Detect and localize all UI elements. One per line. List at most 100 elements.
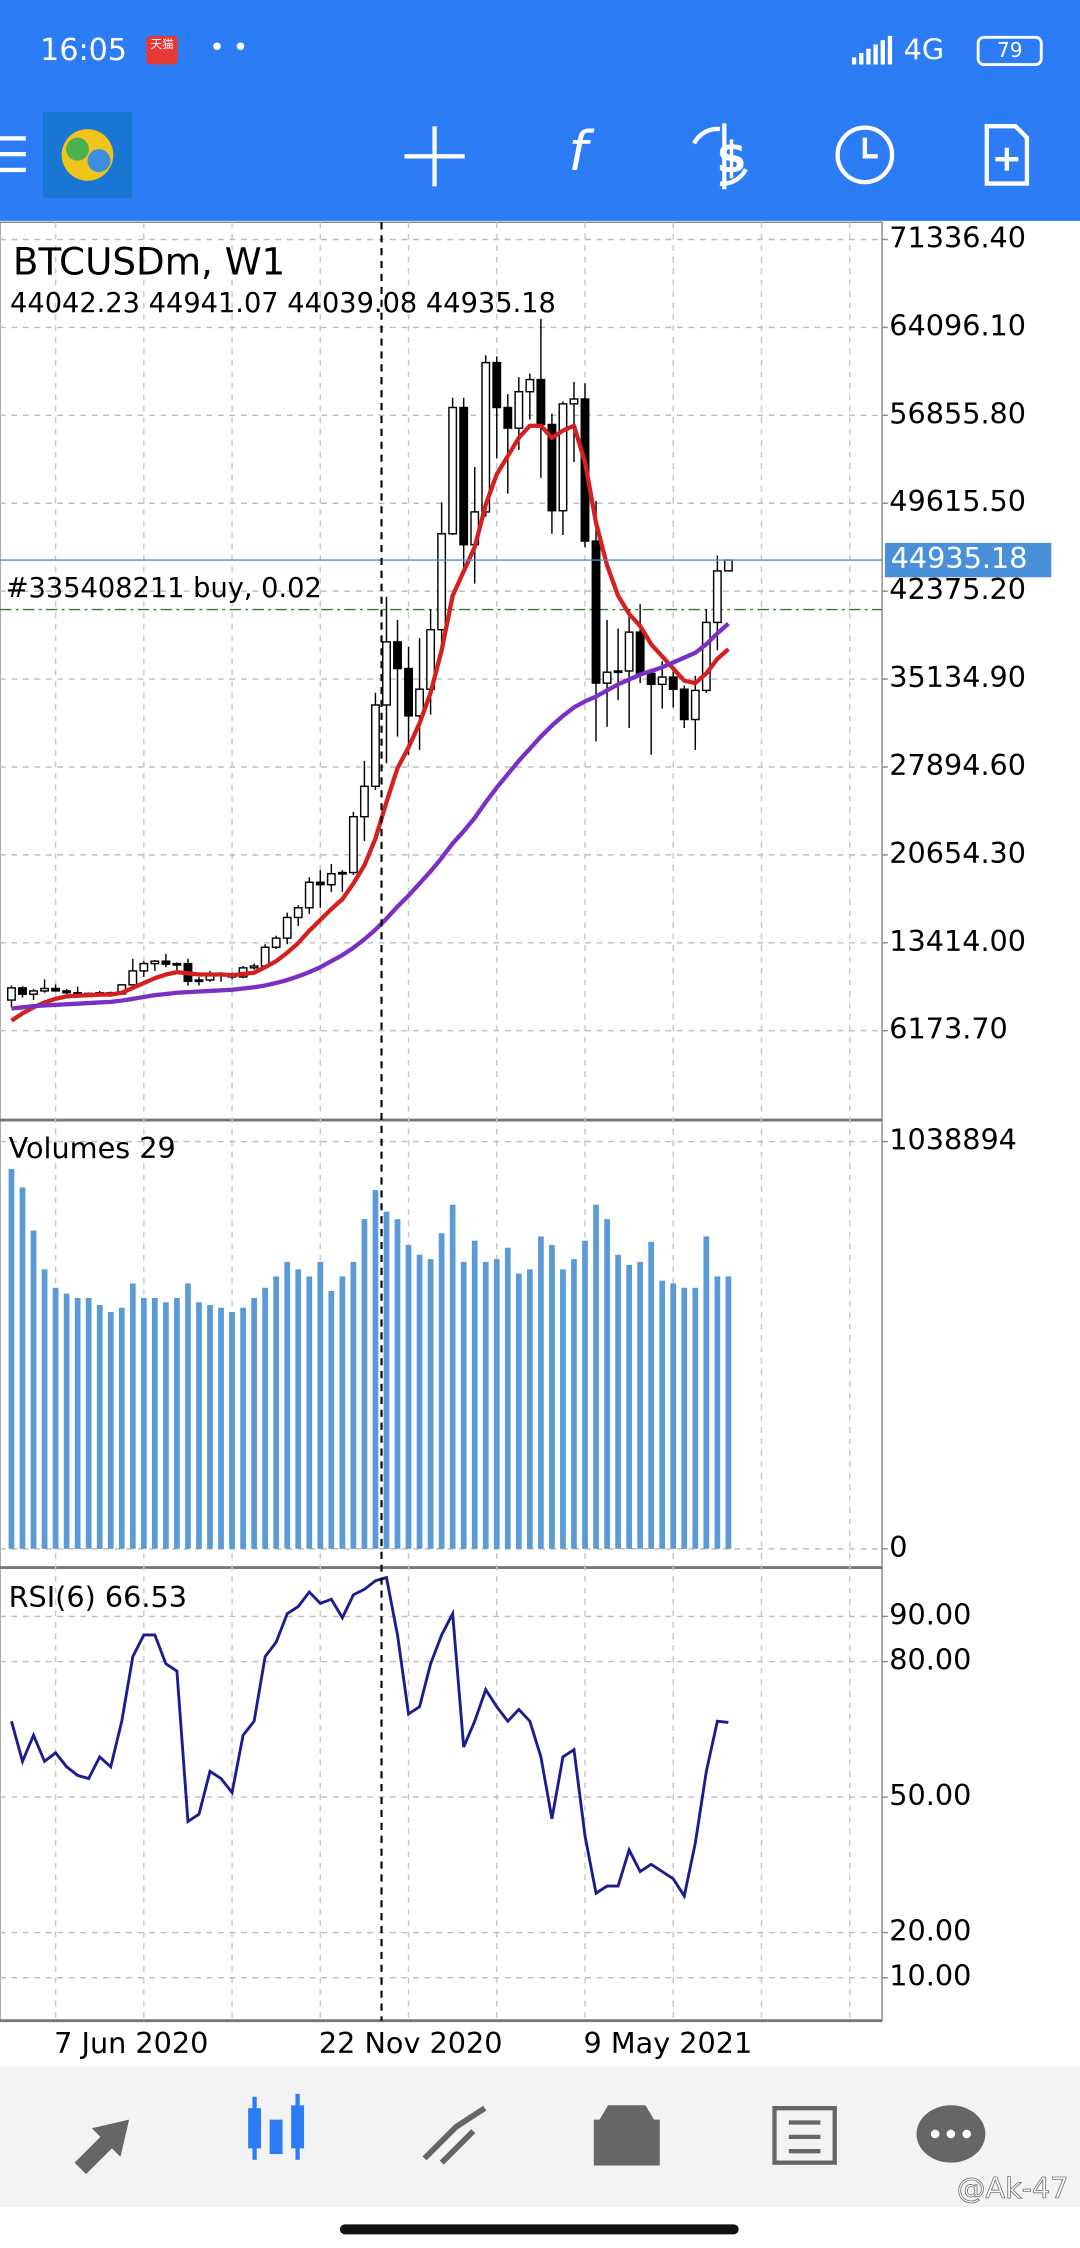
volume-bar bbox=[438, 1233, 445, 1549]
watermark: @Ak-47 bbox=[957, 2171, 1069, 2205]
candle-body bbox=[18, 987, 27, 995]
x-tick-label: 7 Jun 2020 bbox=[54, 2026, 208, 2060]
volume-bar bbox=[74, 1297, 81, 1549]
volume-bar bbox=[96, 1304, 103, 1549]
nav-quotes[interactable] bbox=[74, 2119, 130, 2175]
volume-bar bbox=[350, 1261, 357, 1549]
order-label: #335408211 buy, 0.02 bbox=[6, 573, 322, 604]
volume-bar bbox=[306, 1276, 313, 1549]
volume-bar bbox=[151, 1297, 158, 1549]
nav-chat[interactable] bbox=[916, 2105, 986, 2163]
candle-body bbox=[315, 881, 325, 886]
y-tick-label: 64096.10 bbox=[889, 308, 1026, 342]
price-label-bg bbox=[884, 542, 1052, 578]
nav-chart[interactable] bbox=[248, 2093, 305, 2160]
menu-button[interactable] bbox=[0, 136, 26, 173]
status-network: 4G bbox=[904, 33, 944, 67]
trade-button[interactable] bbox=[692, 123, 748, 190]
new-order-button[interactable] bbox=[984, 124, 1030, 186]
volume-bar bbox=[30, 1230, 37, 1549]
candle-body bbox=[249, 965, 259, 969]
volume-bar bbox=[339, 1276, 346, 1549]
volume-bar bbox=[670, 1283, 677, 1549]
nav-history[interactable] bbox=[593, 2105, 660, 2166]
volume-bar bbox=[626, 1265, 632, 1549]
volume-bar bbox=[240, 1307, 246, 1549]
volume-bar bbox=[604, 1219, 610, 1549]
volume-bar bbox=[504, 1247, 511, 1549]
volume-title: Volumes 29 bbox=[9, 1131, 176, 1165]
y-tick-label: 27894.60 bbox=[889, 748, 1026, 782]
volume-bar bbox=[394, 1219, 401, 1549]
status-badge-bg bbox=[146, 35, 178, 65]
y-tick-label: 0 bbox=[889, 1530, 907, 1564]
candle-body bbox=[525, 378, 535, 393]
candle-body bbox=[690, 689, 700, 721]
app-logo[interactable] bbox=[43, 111, 132, 198]
volume-bar bbox=[284, 1261, 291, 1549]
candle-body bbox=[282, 916, 292, 939]
candle-body bbox=[624, 631, 634, 672]
candle-body bbox=[569, 398, 579, 405]
candle-body bbox=[194, 979, 204, 983]
volume-bar bbox=[52, 1287, 59, 1549]
rsi-name: RSI(6) bbox=[9, 1580, 96, 1614]
volume-bar bbox=[273, 1276, 280, 1549]
volume-bar bbox=[163, 1302, 169, 1549]
nav-news[interactable] bbox=[772, 2106, 837, 2165]
volume-bar bbox=[107, 1312, 114, 1549]
candle-body bbox=[371, 704, 380, 788]
candle-body bbox=[326, 873, 336, 886]
rsi-line bbox=[10, 1575, 729, 1900]
volume-bar bbox=[174, 1297, 180, 1549]
volume-bar bbox=[207, 1304, 213, 1549]
volume-bar bbox=[63, 1293, 70, 1549]
candle-body bbox=[393, 641, 402, 670]
candle-body bbox=[293, 907, 303, 919]
candle-body bbox=[668, 676, 678, 690]
volume-bar bbox=[262, 1287, 269, 1549]
moving-average bbox=[10, 423, 730, 1023]
volume-bar bbox=[615, 1254, 621, 1549]
status-time: 16:05 bbox=[40, 33, 127, 68]
y-tick-label: 35134.90 bbox=[889, 660, 1026, 694]
candle-body bbox=[161, 960, 171, 965]
volume-bar bbox=[19, 1187, 26, 1549]
candle-body bbox=[448, 406, 458, 535]
ohlc-close: 44935.18 bbox=[426, 288, 556, 319]
candle-body bbox=[150, 960, 160, 965]
status-battery: 79 bbox=[997, 38, 1023, 62]
volume-bar bbox=[196, 1302, 202, 1549]
clock-button[interactable] bbox=[835, 125, 895, 185]
volume-bar bbox=[361, 1219, 368, 1549]
volume-bar bbox=[549, 1245, 555, 1549]
volume-bar bbox=[659, 1280, 666, 1549]
nav-trade[interactable] bbox=[422, 2105, 487, 2165]
volume-bar bbox=[449, 1204, 456, 1549]
candle-body bbox=[260, 946, 270, 967]
candle-body bbox=[359, 785, 369, 818]
y-tick-label: 50.00 bbox=[889, 1778, 971, 1812]
volume-bar bbox=[383, 1211, 390, 1549]
signal-icon bbox=[851, 35, 893, 65]
candle-body bbox=[172, 962, 182, 966]
rsi-value: 66.53 bbox=[105, 1580, 187, 1614]
y-tick-label: 20654.30 bbox=[889, 836, 1026, 870]
bottom-nav-bg bbox=[0, 2066, 1080, 2208]
candle-body bbox=[51, 987, 61, 992]
volume-bar bbox=[648, 1241, 655, 1549]
candle-body bbox=[40, 987, 50, 992]
volume-bar bbox=[229, 1312, 235, 1549]
volume-bar bbox=[526, 1269, 533, 1549]
volume-bar bbox=[140, 1297, 147, 1549]
candle-body bbox=[7, 987, 16, 1001]
moving-average bbox=[11, 622, 730, 1011]
rsi-title: RSI(6) 66.53 bbox=[9, 1580, 187, 1614]
candle-body bbox=[602, 671, 612, 684]
candle-body bbox=[547, 423, 557, 512]
crosshair-button[interactable] bbox=[404, 126, 465, 187]
candle-body bbox=[437, 533, 447, 631]
candle-body bbox=[613, 670, 623, 674]
ohlc-high: 44941.07 bbox=[149, 288, 279, 319]
candle-body bbox=[271, 937, 281, 948]
